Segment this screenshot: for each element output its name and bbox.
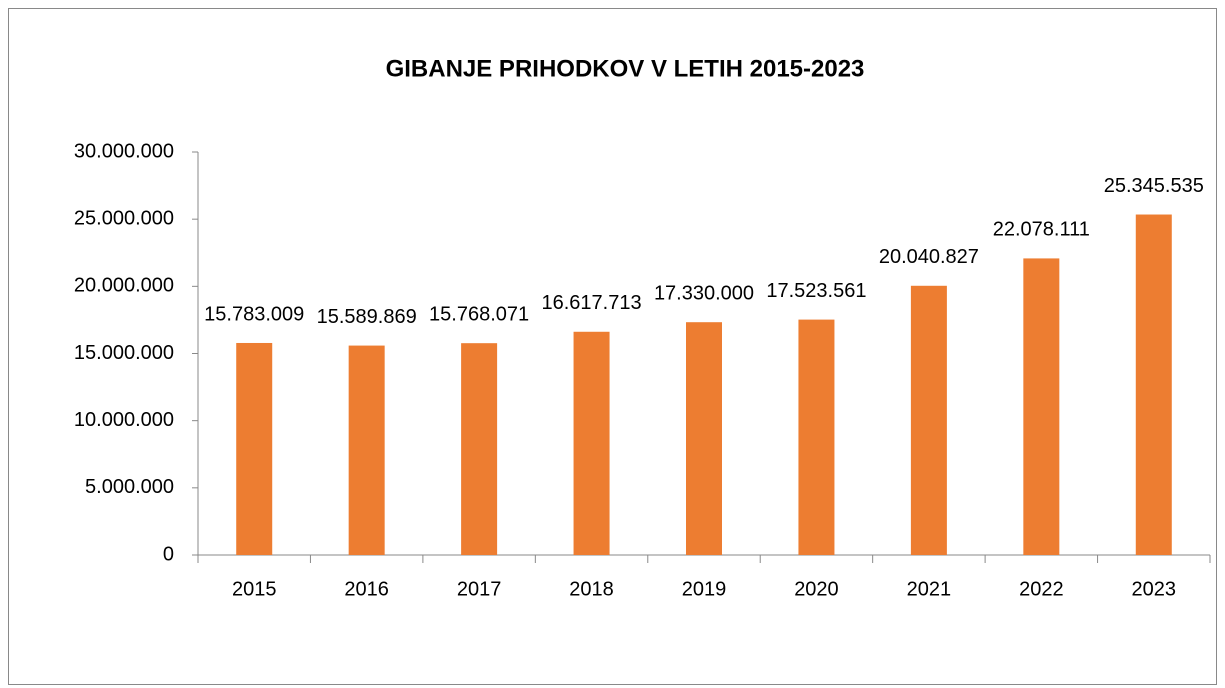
x-tick-label: 2023 — [1132, 578, 1177, 600]
y-tick-label: 30.000.000 — [74, 140, 174, 162]
value-label: 17.523.561 — [766, 280, 866, 302]
x-tick-label: 2016 — [344, 578, 389, 600]
x-tick-label: 2018 — [569, 578, 614, 600]
x-tick-label: 2021 — [907, 578, 952, 600]
bar — [686, 322, 722, 555]
value-label: 17.330.000 — [654, 282, 754, 304]
bar — [236, 342, 273, 555]
y-tick-label: 20.000.000 — [74, 275, 174, 297]
value-label: 15.783.009 — [204, 303, 304, 325]
y-tick-label: 15.000.000 — [74, 342, 174, 364]
x-tick-label: 2017 — [457, 578, 502, 600]
value-label: 25.345.535 — [1104, 175, 1204, 197]
chart-title: GIBANJE PRIHODKOV V LETIH 2015-2023 — [386, 55, 865, 82]
value-label: 16.617.713 — [542, 292, 642, 314]
bar — [348, 345, 385, 555]
y-tick-label: 25.000.000 — [74, 207, 174, 229]
value-label: 15.768.071 — [429, 303, 529, 325]
bar — [461, 343, 498, 555]
chart-border — [8, 8, 1217, 685]
value-label: 22.078.111 — [993, 219, 1090, 241]
bar — [573, 331, 610, 555]
bar — [1135, 214, 1172, 556]
y-tick-label: 5.000.000 — [85, 476, 174, 498]
bar — [798, 319, 835, 555]
value-label: 20.040.827 — [879, 246, 979, 268]
x-tick-label: 2022 — [1019, 578, 1064, 600]
x-tick-label: 2015 — [232, 578, 277, 600]
bar — [910, 285, 947, 555]
bar — [1023, 258, 1060, 555]
x-tick-label: 2020 — [794, 578, 839, 600]
x-tick-label: 2019 — [682, 578, 727, 600]
value-label: 15.589.869 — [317, 306, 417, 328]
y-tick-label: 10.000.000 — [74, 409, 174, 431]
y-tick-label: 0 — [163, 543, 174, 565]
